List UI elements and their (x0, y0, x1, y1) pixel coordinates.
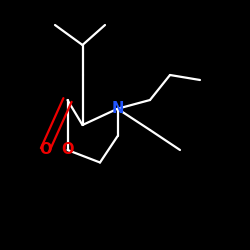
Text: O: O (39, 142, 51, 158)
Text: N: N (111, 101, 124, 116)
Text: O: O (61, 142, 74, 158)
